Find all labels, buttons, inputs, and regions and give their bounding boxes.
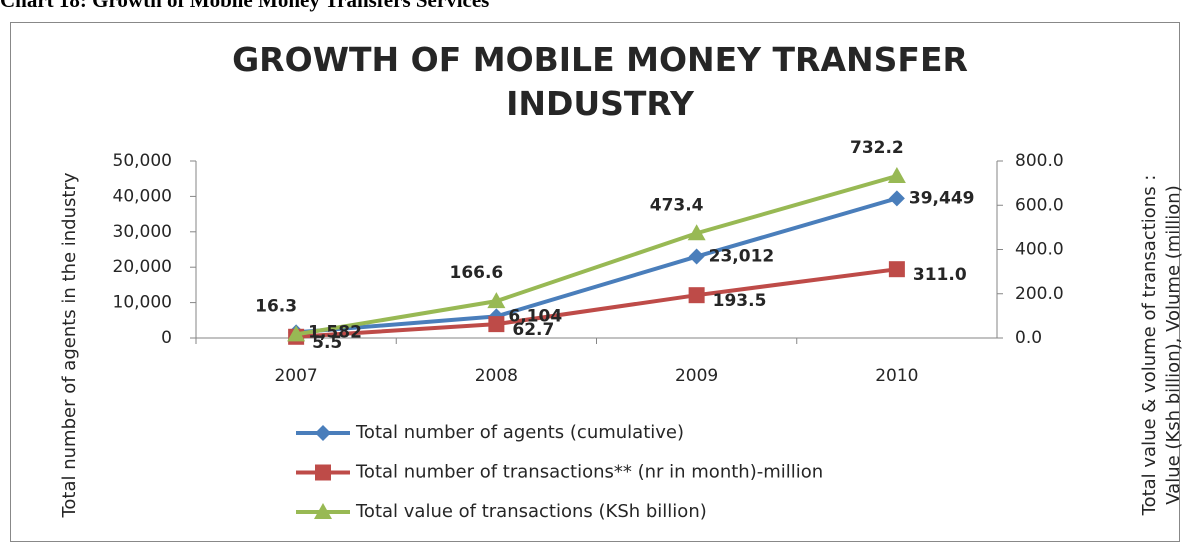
y2-tick-label: 400.0 [1015,240,1064,260]
x-tick-label: 2008 [475,366,518,386]
legend-marker [315,464,331,481]
y-tick-label: 40,000 [113,186,172,206]
legend-label: Total value of transactions (KSh billion… [355,501,707,522]
data-label: 6,104 [508,306,562,326]
y2-tick-label: 0.0 [1015,328,1042,348]
y2-axis-title: Value (Ksh billion), Volume (million) [1163,185,1184,504]
chart-title: GROWTH OF MOBILE MONEY TRANSFER INDUSTRY [232,40,968,123]
data-label: 16.3 [255,296,297,316]
heading: Chart 18: Growth of Mobile Money Transfe… [0,0,490,12]
data-point [688,287,705,304]
y2-axis-title: Total value & volume of transactions : [1139,175,1160,517]
data-label: 473.4 [650,195,704,215]
series-line [295,174,898,337]
y-tick-label: 30,000 [113,222,172,242]
x-tick-label: 2007 [274,366,317,386]
data-point [287,325,306,342]
data-point [687,224,706,241]
data-label: 1,582 [308,322,362,342]
y2-tick-label: 200.0 [1015,284,1064,304]
data-point [888,261,905,278]
data-point [688,248,705,265]
data-point [488,316,505,333]
series-line [295,267,898,339]
data-label: 23,012 [709,247,775,267]
data-label: 732.2 [850,138,904,158]
y2-tick-label: 600.0 [1015,195,1064,215]
data-label: 311.0 [913,265,967,285]
legend-marker [315,425,331,441]
data-label: 166.6 [449,263,503,283]
y-tick-label: 0 [161,328,172,348]
y-tick-label: 10,000 [113,293,172,313]
y-axis-title: Total number of agents in the industry [59,172,80,518]
series-line [295,196,898,335]
data-point [887,167,906,184]
legend-marker [314,503,332,519]
data-point [487,292,506,309]
y2-tick-label: 800.0 [1015,151,1064,171]
data-point [888,190,905,207]
legend-label: Total number of transactions** (nr in mo… [355,462,823,483]
data-label: 62.7 [512,320,554,340]
y-tick-label: 20,000 [113,257,172,277]
x-tick-label: 2009 [675,366,718,386]
legend-label: Total number of agents (cumulative) [355,422,684,443]
data-label: 39,449 [909,188,975,208]
y-tick-label: 50,000 [113,151,172,171]
data-label: 5.5 [312,333,342,353]
x-tick-label: 2010 [875,366,918,386]
data-label: 193.5 [713,291,767,311]
